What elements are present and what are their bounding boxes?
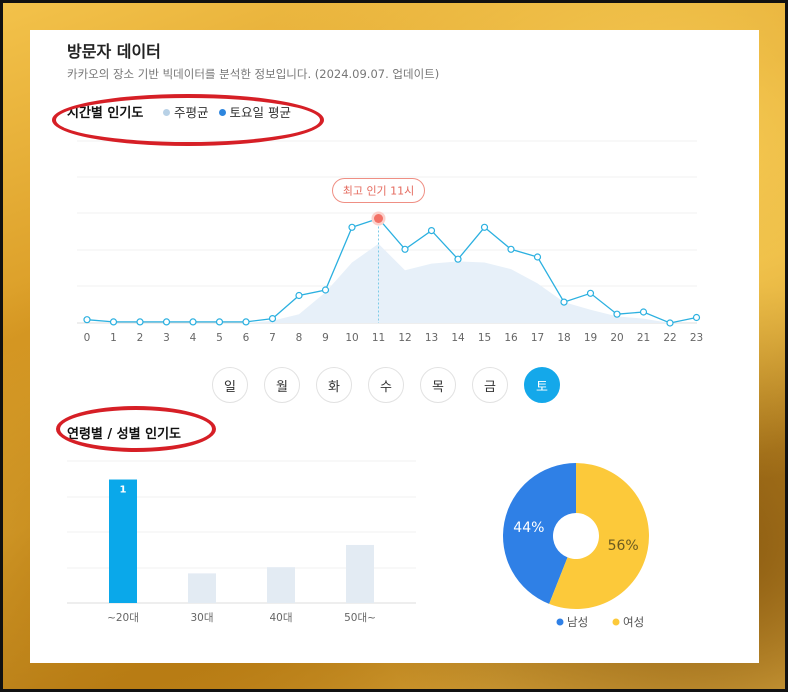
series-point — [295, 291, 303, 300]
x-tick-label: 18 — [557, 332, 570, 344]
series-point — [189, 318, 197, 326]
x-tick-label: 21 — [637, 332, 650, 344]
gender-popularity-chart: 44% 56% 남성 여성 — [503, 463, 649, 629]
x-tick-label: 40대 — [269, 612, 292, 624]
series-point — [533, 253, 542, 261]
x-tick-label: 7 — [269, 332, 276, 344]
legend-dot — [612, 618, 620, 626]
series-point — [427, 227, 436, 235]
x-tick-label: 8 — [296, 332, 303, 344]
legend-label: 여성 — [623, 615, 644, 629]
x-tick-label: 4 — [190, 332, 197, 344]
series-point — [321, 286, 330, 294]
series-point — [507, 245, 515, 253]
x-tick-label: 12 — [398, 332, 411, 344]
series-point — [109, 318, 118, 326]
series-point — [242, 318, 250, 326]
x-tick-label: 13 — [425, 332, 438, 344]
bar — [346, 544, 374, 603]
series-point — [83, 316, 91, 324]
series-point — [480, 223, 489, 231]
series-point — [454, 255, 462, 263]
bar-value-label: 1 — [120, 485, 127, 496]
x-tick-label: 10 — [345, 332, 358, 344]
pie-slice-여성 — [549, 463, 649, 609]
x-tick-label: 14 — [451, 332, 465, 344]
x-tick-label: 1 — [110, 332, 117, 344]
day-button-0[interactable]: 일 — [212, 367, 248, 403]
annotation-circle-hourly — [52, 94, 324, 146]
series-point — [666, 319, 674, 327]
x-tick-label: 17 — [531, 332, 544, 344]
x-tick-label: 9 — [322, 332, 329, 344]
x-tick-label: ~20대 — [107, 612, 139, 624]
series-line-토요일-평균 — [86, 217, 697, 324]
x-tick-label: 30대 — [190, 612, 213, 624]
legend-label: 남성 — [567, 615, 588, 629]
pie-value-label: 56% — [608, 538, 639, 554]
x-tick-label: 6 — [243, 332, 250, 344]
peak-point — [374, 214, 383, 223]
series-point — [348, 223, 356, 231]
day-button-3[interactable]: 수 — [368, 367, 404, 403]
x-tick-label: 19 — [584, 332, 597, 344]
series-point — [692, 313, 701, 322]
x-tick-label: 0 — [84, 332, 91, 344]
series-point — [586, 289, 595, 297]
day-button-4[interactable]: 목 — [420, 367, 456, 403]
x-tick-label: 22 — [663, 332, 676, 344]
x-tick-label: 5 — [216, 332, 223, 344]
peak-label-bubble — [332, 178, 425, 203]
series-point — [162, 318, 171, 326]
page-subtitle: 카카오의 장소 기반 빅데이터를 분석한 정보입니다. (2024.09.07.… — [67, 67, 440, 81]
day-button-6[interactable]: 토 — [524, 367, 560, 403]
series-point — [401, 245, 409, 253]
series-point — [215, 318, 224, 326]
x-tick-label: 23 — [690, 332, 703, 344]
series-point — [268, 315, 277, 323]
series-point — [639, 308, 648, 316]
day-button-2[interactable]: 화 — [316, 367, 352, 403]
bar — [267, 567, 295, 603]
x-tick-label: 50대~ — [344, 612, 376, 624]
x-tick-label: 16 — [504, 332, 518, 344]
series-area-주평균 — [87, 243, 697, 323]
annotation-circle-demographic — [56, 406, 216, 452]
x-tick-label: 2 — [137, 332, 144, 344]
series-point — [560, 298, 568, 306]
x-tick-label: 20 — [610, 332, 623, 344]
legend-dot — [556, 618, 564, 626]
series-point — [136, 318, 144, 326]
day-button-1[interactable]: 월 — [264, 367, 300, 403]
bar — [188, 573, 216, 603]
x-tick-label: 3 — [163, 332, 170, 344]
day-button-5[interactable]: 금 — [472, 367, 508, 403]
x-tick-label: 15 — [478, 332, 491, 344]
series-point — [613, 310, 621, 318]
pie-slice-남성 — [503, 463, 576, 604]
age-popularity-chart: 1 ~20대 30대 40대 50대~ — [67, 460, 416, 624]
x-tick-label: 11 — [372, 332, 385, 344]
page-title: 방문자 데이터 — [67, 42, 161, 61]
bar — [109, 479, 137, 603]
peak-label: 최고 인기 11시 — [343, 185, 415, 198]
pie-value-label: 44% — [513, 520, 544, 536]
